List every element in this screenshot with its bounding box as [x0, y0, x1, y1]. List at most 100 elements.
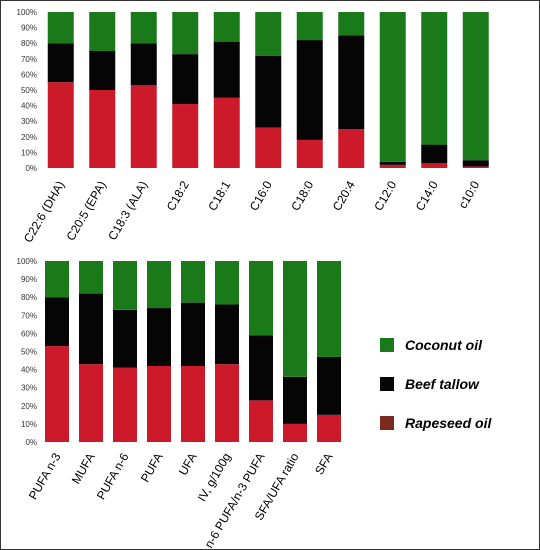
bar-segment: [130, 12, 157, 44]
bar-segment: [255, 55, 282, 128]
bar-segment: [338, 12, 365, 36]
bar-segment: [215, 304, 239, 365]
bar-segment: [47, 43, 74, 83]
y-tick-label: 10%: [21, 420, 37, 429]
legend-label: Rapeseed oil: [405, 415, 492, 431]
y-tick-label: 30%: [21, 384, 37, 393]
bar-segment: [379, 164, 406, 168]
x-category-label: MUFA: [69, 451, 98, 487]
bar-segment: [181, 365, 205, 442]
x-category-label: SFA: [312, 451, 335, 478]
bar-segment: [296, 12, 323, 41]
x-category-label: C14:0: [413, 178, 441, 213]
legend-label: Beef tallow: [405, 376, 480, 392]
bar-segment: [249, 400, 273, 442]
y-tick-label: 60%: [21, 70, 37, 79]
bar-segment: [317, 356, 341, 415]
legend-swatch: [380, 338, 394, 352]
x-category-label: PUFA n-6: [94, 450, 132, 502]
bar-segment: [47, 82, 74, 168]
bar-segment: [89, 90, 116, 168]
bar-segment: [283, 261, 307, 377]
bar-segment: [172, 12, 199, 55]
bar-segment: [255, 127, 282, 168]
y-tick-label: 40%: [21, 366, 37, 375]
bar-segment: [213, 41, 240, 98]
bar-segment: [79, 261, 103, 294]
y-tick-label: 80%: [21, 293, 37, 302]
bar-segment: [45, 297, 69, 347]
y-tick-label: 90%: [21, 275, 37, 284]
bar-segment: [255, 12, 282, 56]
bar-segment: [172, 54, 199, 105]
x-category-label: C20:4: [330, 178, 358, 213]
bar-segment: [421, 144, 448, 164]
bar-segment: [130, 85, 157, 168]
bar-segment: [462, 160, 489, 167]
bar-segment: [283, 376, 307, 424]
bar-segment: [130, 43, 157, 86]
bar-segment: [172, 104, 199, 168]
y-tick-label: 80%: [21, 39, 37, 48]
x-category-label: C18:3 (ALA): [105, 178, 150, 242]
x-category-label: C12:0: [371, 178, 399, 213]
lipid-indices-chart: 0% 10% 20% 30% 40% 50% 60% 70% 80% 90% 100% PUFA n-…: [17, 257, 341, 550]
y-tick-label: 20%: [21, 402, 37, 411]
bar-segment: [317, 414, 341, 442]
fatty-acid-chart: 0% 10% 20% 30% 40% 50% 60% 70% 80% 90% 100% C22:6 (…: [17, 8, 489, 245]
bar-segment: [296, 40, 323, 140]
y-tick-label: 100%: [17, 8, 37, 17]
bar-segment: [215, 364, 239, 442]
bar-segment: [421, 163, 448, 168]
legend-swatch: [380, 377, 394, 391]
y-tick-label: 10%: [21, 148, 37, 157]
y-tick-label: 90%: [21, 24, 37, 33]
bar-segment: [181, 302, 205, 366]
y-tick-label: 50%: [21, 86, 37, 95]
x-category-label: C18:0: [288, 178, 316, 213]
bar-segment: [113, 261, 137, 310]
bar-segment: [379, 12, 406, 162]
bar-segment: [47, 12, 74, 44]
y-tick-label: 40%: [21, 102, 37, 111]
bar-segment: [89, 51, 116, 90]
bar-segment: [147, 261, 171, 309]
bar-segment: [147, 308, 171, 366]
y-tick-label: 0%: [25, 438, 37, 447]
y-tick-label: 100%: [17, 257, 37, 266]
bar-segment: [45, 346, 69, 442]
bar-segment: [181, 261, 205, 303]
x-category-label: C22:6 (DHA): [21, 179, 67, 245]
y-tick-label: 20%: [21, 133, 37, 142]
x-category-label: n-6 PUFA/n-3 PUFA: [202, 451, 268, 550]
x-category-label: PUFA: [138, 451, 166, 485]
bar-segment: [215, 261, 239, 305]
legend-label: Coconut oil: [405, 337, 483, 353]
bar-segment: [45, 261, 69, 298]
y-tick-label: 60%: [21, 329, 37, 338]
bar-segment: [462, 166, 489, 168]
bar-segment: [338, 129, 365, 168]
x-category-label: UFA: [176, 451, 200, 478]
y-tick-label: 70%: [21, 311, 37, 320]
x-category-label: C16:0: [247, 178, 275, 213]
bar-segment: [213, 12, 240, 42]
y-tick-label: 0%: [25, 164, 37, 173]
y-tick-label: 50%: [21, 348, 37, 357]
bar-segment: [249, 335, 273, 401]
x-category-label: c10:0: [456, 178, 483, 211]
bar-segment: [113, 367, 137, 442]
y-tick-label: 30%: [21, 117, 37, 126]
x-category-label: C20:5 (EPA): [63, 178, 108, 243]
bar-segment: [317, 261, 341, 357]
bar-segment: [79, 293, 103, 365]
bar-segment: [296, 139, 323, 168]
bar-segment: [421, 12, 448, 145]
bar-segment: [79, 364, 103, 442]
y-tick-label: 70%: [21, 55, 37, 64]
x-category-label: C18:2: [164, 178, 192, 213]
x-category-label: C18:1: [205, 178, 233, 213]
bar-segment: [249, 261, 273, 336]
legend: Coconut oil Beef tallow Rapeseed oil: [380, 337, 492, 431]
